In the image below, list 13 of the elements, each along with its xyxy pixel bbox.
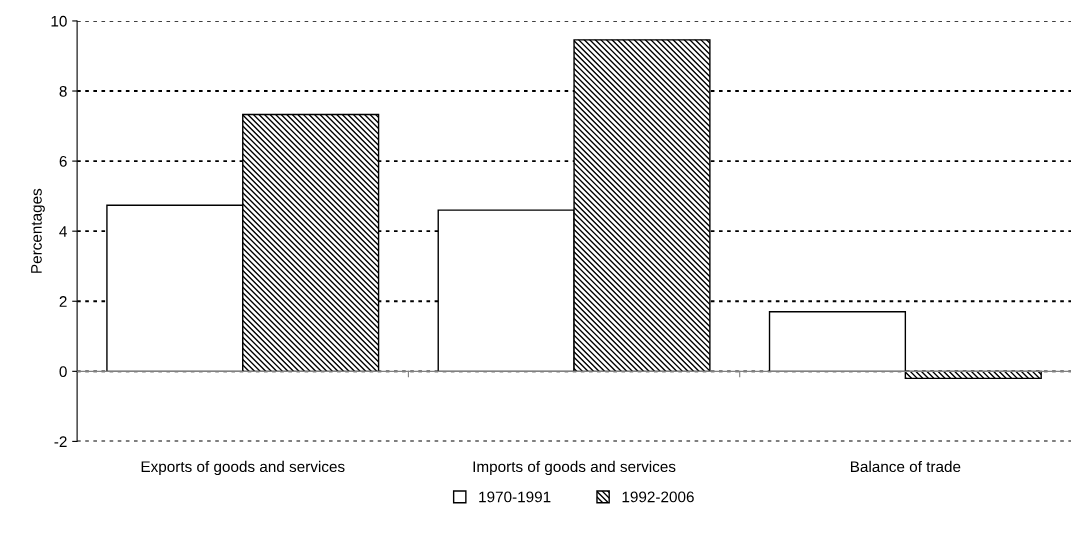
y-axis-title: Percentages — [31, 188, 45, 273]
x-tick-label: Exports of goods and services — [141, 460, 345, 476]
y-tick-label: 10 — [51, 15, 67, 27]
legend-label: 1992-2006 — [622, 491, 694, 503]
y-tick-label: 2 — [59, 296, 67, 307]
y-tick-label: 0 — [59, 366, 67, 378]
y-tick-label: -2 — [54, 436, 67, 447]
x-tick-label: Imports of goods and services — [473, 460, 676, 476]
y-tick-label: 4 — [59, 226, 67, 237]
x-tick-label: Balance of trade — [850, 460, 961, 473]
y-tick-label: 8 — [59, 85, 67, 97]
legend-label: 1970-1991 — [479, 491, 551, 503]
y-tick-label: 6 — [59, 155, 67, 167]
